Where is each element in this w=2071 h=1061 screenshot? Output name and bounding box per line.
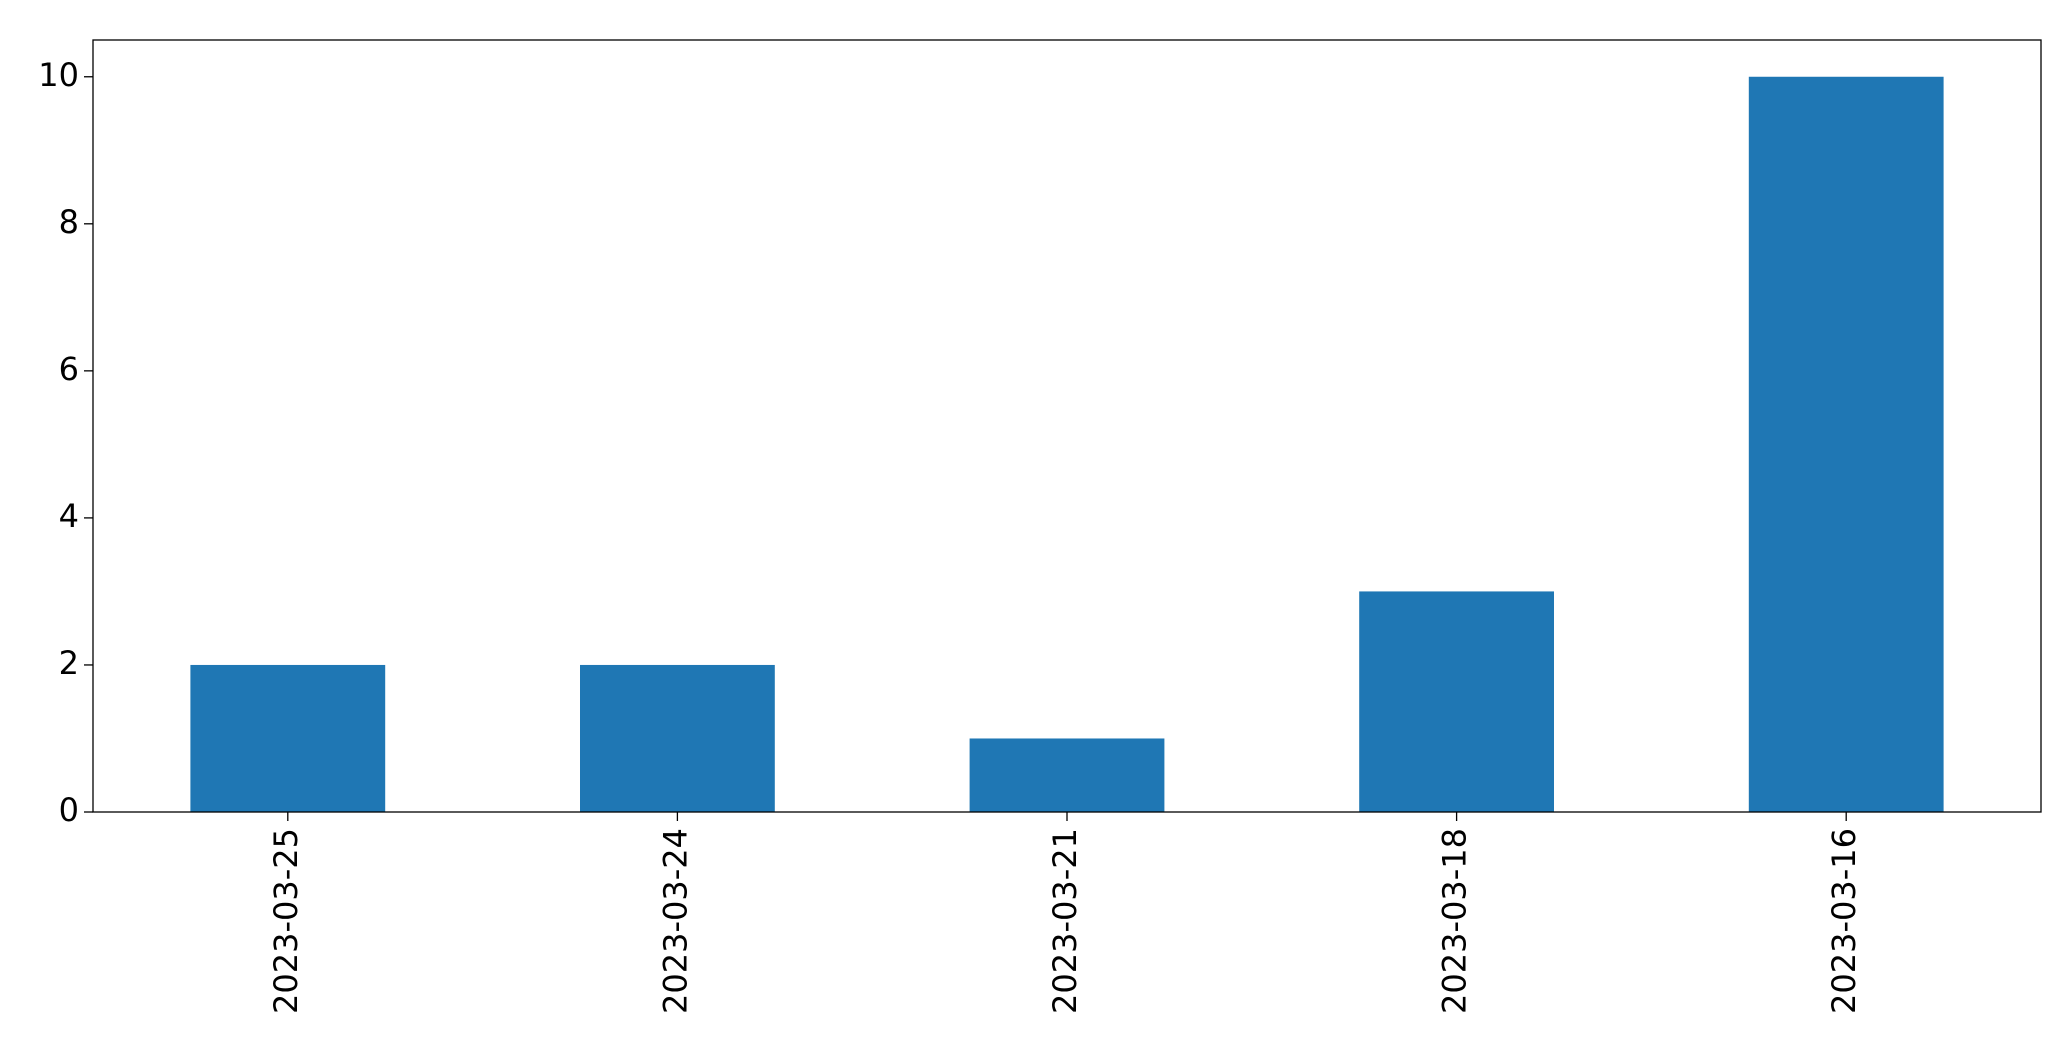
- y-tick-label: 8: [59, 203, 79, 241]
- x-tick-label: 2023-03-25: [267, 828, 305, 1014]
- plot-frame: [92, 39, 2042, 813]
- bar: [1748, 76, 1944, 812]
- bar: [969, 738, 1165, 812]
- x-tick-label: 2023-03-16: [1825, 828, 1863, 1014]
- bar: [190, 664, 386, 812]
- bar: [580, 664, 775, 812]
- y-tick-label: 2: [59, 644, 79, 682]
- y-tick-label: 0: [59, 791, 79, 829]
- x-tick-label: 2023-03-24: [656, 828, 694, 1014]
- bar: [1359, 591, 1554, 812]
- y-tick-label: 6: [59, 350, 79, 388]
- x-tick-label: 2023-03-18: [1436, 828, 1474, 1014]
- y-tick-label: 10: [38, 56, 79, 94]
- y-tick-label: 4: [59, 497, 79, 535]
- x-tick-label: 2023-03-21: [1046, 828, 1084, 1014]
